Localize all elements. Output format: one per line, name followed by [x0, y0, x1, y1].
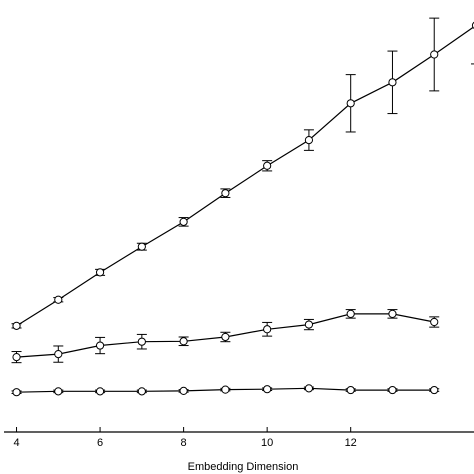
data-point [263, 325, 272, 334]
data-point [388, 385, 397, 395]
data-point [304, 136, 314, 145]
data-point [179, 337, 188, 346]
data-point [430, 317, 439, 327]
data-point [137, 387, 146, 396]
data-point [346, 309, 355, 318]
data-point [54, 350, 63, 359]
x-axis-label: Embedding Dimension [188, 461, 299, 473]
data-point [221, 332, 230, 342]
data-point [179, 386, 188, 396]
data-point [12, 388, 21, 397]
x-tick-label: 6 [97, 437, 103, 449]
data-point [430, 50, 439, 59]
data-point [304, 384, 314, 393]
data-point [263, 385, 272, 394]
x-tick-label: 12 [345, 437, 357, 449]
series-3 [11, 384, 440, 397]
data-point [12, 321, 21, 330]
series-layer [11, 17, 474, 397]
series-line [16, 26, 474, 327]
data-point [388, 78, 397, 87]
data-point [221, 189, 230, 198]
data-point [430, 385, 439, 395]
data-point [54, 295, 63, 304]
data-point [221, 385, 230, 394]
data-point [137, 242, 146, 251]
data-point [95, 268, 105, 277]
x-tick-label: 4 [13, 437, 19, 449]
data-point [95, 387, 105, 396]
data-point [346, 385, 355, 395]
x-tick-label: 10 [261, 437, 273, 449]
data-point [346, 99, 355, 108]
data-point [304, 320, 314, 329]
data-point [54, 387, 63, 396]
data-point [95, 341, 105, 350]
series-1 [11, 17, 474, 330]
series-2 [11, 309, 440, 364]
error-bar [471, 63, 474, 65]
data-point [263, 161, 272, 170]
data-point [137, 337, 146, 346]
data-point [179, 217, 188, 226]
data-point [12, 353, 21, 362]
x-ticks: 4 6 8 10 12 [13, 427, 357, 449]
data-point [388, 309, 397, 318]
x-tick-label: 8 [181, 437, 187, 449]
